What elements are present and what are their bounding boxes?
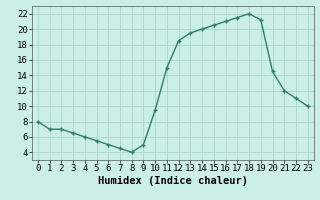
X-axis label: Humidex (Indice chaleur): Humidex (Indice chaleur) — [98, 176, 248, 186]
